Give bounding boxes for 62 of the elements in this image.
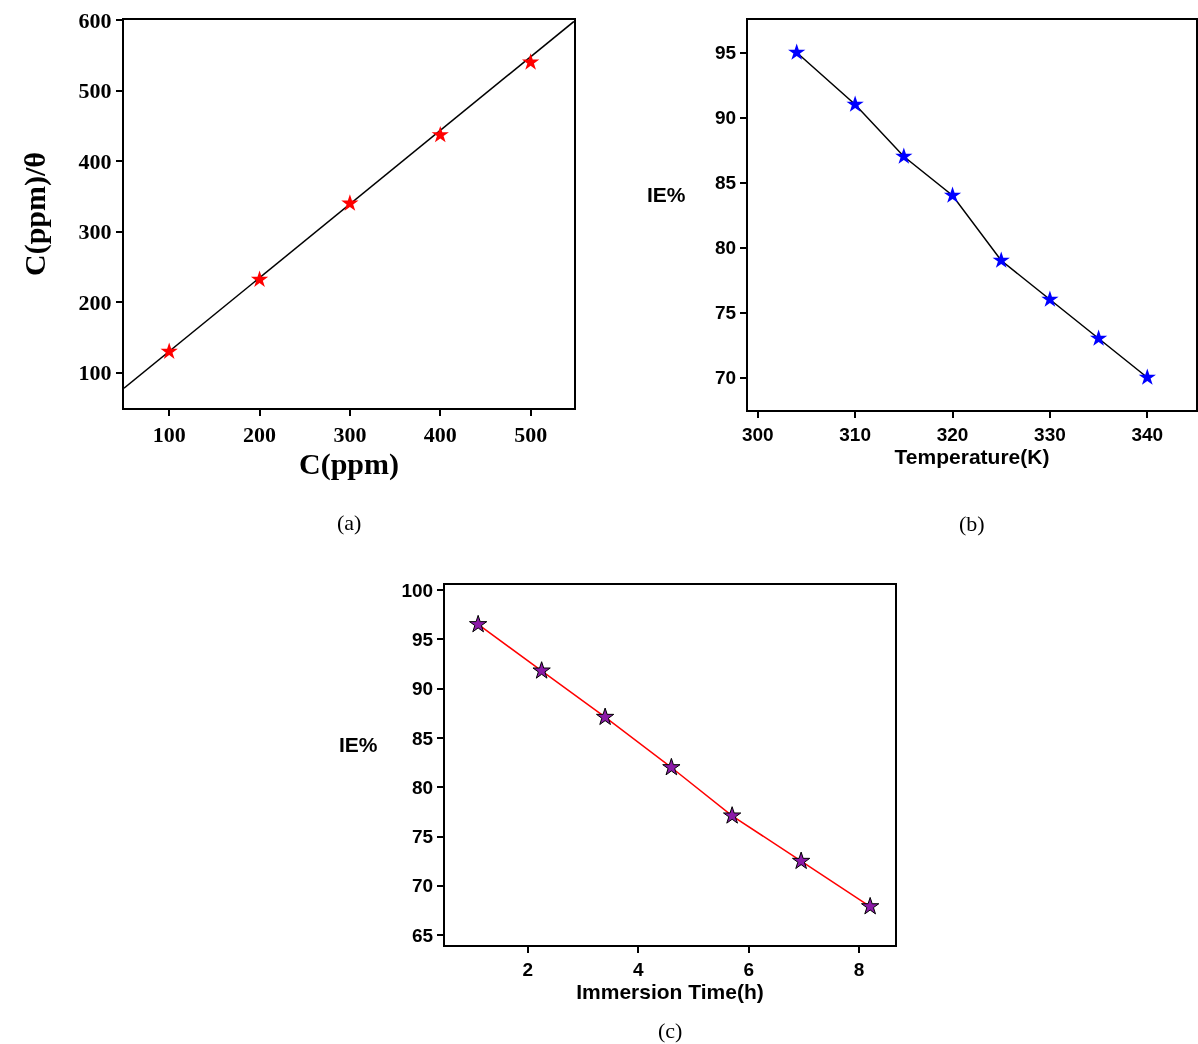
point <box>791 851 811 870</box>
y-tick-label: 95 <box>412 628 434 650</box>
y-tick-label: 90 <box>715 107 737 129</box>
x-tick-label: 330 <box>1034 423 1066 445</box>
point <box>1041 290 1059 307</box>
text: (a) <box>337 510 362 535</box>
y-tick-label: 70 <box>715 367 737 389</box>
y-tick-label: 80 <box>412 776 434 798</box>
x-tick-label: 4 <box>632 958 644 980</box>
y-axis-title: C(ppm)/θ <box>18 152 52 276</box>
x-tick-label: 340 <box>1131 423 1164 445</box>
y-tick-label: 100 <box>401 579 434 601</box>
x-tick-label: 2 <box>522 958 534 980</box>
y-tick-label: 80 <box>715 237 737 259</box>
y-tick-label: 300 <box>78 219 112 245</box>
x-tick-label: 8 <box>853 958 865 980</box>
text: (b) <box>959 511 985 536</box>
point <box>1089 329 1108 346</box>
point <box>431 125 449 143</box>
y-tick-label: 200 <box>78 289 112 315</box>
x-axis-title: Immersion Time(h) <box>576 980 764 1004</box>
y-tick-label: 85 <box>412 727 434 749</box>
x-tick-label: 300 <box>333 422 367 448</box>
point <box>341 194 359 211</box>
y-tick-label: 90 <box>412 678 434 700</box>
x-axis-title: C(ppm) <box>298 447 400 482</box>
y-tick-label: 400 <box>78 148 112 174</box>
text: (c) <box>658 1018 683 1043</box>
point <box>846 95 864 112</box>
x-tick-label: 320 <box>936 423 969 445</box>
point <box>895 147 913 164</box>
point <box>1138 368 1156 385</box>
point <box>160 342 178 359</box>
point <box>788 43 806 60</box>
y-axis-title: IE% <box>647 183 686 206</box>
y-tick-label: 75 <box>412 826 434 848</box>
x-tick-label: 500 <box>514 422 548 448</box>
point <box>943 186 962 203</box>
x-tick-label: 310 <box>839 423 871 445</box>
x-tick-label: 6 <box>743 958 754 980</box>
y-axis-title: IE% <box>339 733 378 756</box>
point <box>521 53 540 70</box>
y-tick-label: 70 <box>412 875 434 897</box>
point <box>532 661 551 679</box>
y-tick-label: 100 <box>78 360 112 386</box>
point <box>662 757 681 776</box>
x-tick-label: 100 <box>152 422 186 448</box>
point <box>250 270 269 287</box>
point <box>722 806 742 824</box>
y-tick-label: 95 <box>715 42 737 64</box>
y-tick-label: 85 <box>715 172 737 194</box>
y-tick-label: 600 <box>78 7 112 33</box>
y-tick-label: 65 <box>412 924 434 946</box>
point <box>861 896 880 915</box>
x-tick-label: 200 <box>243 422 277 448</box>
y-tick-label: 500 <box>78 78 112 104</box>
y-tick-label: 75 <box>715 302 737 324</box>
point <box>992 251 1010 268</box>
point <box>595 707 615 726</box>
x-axis-title: Temperature(K) <box>894 445 1050 469</box>
point <box>468 614 488 633</box>
x-tick-label: 300 <box>741 423 774 445</box>
